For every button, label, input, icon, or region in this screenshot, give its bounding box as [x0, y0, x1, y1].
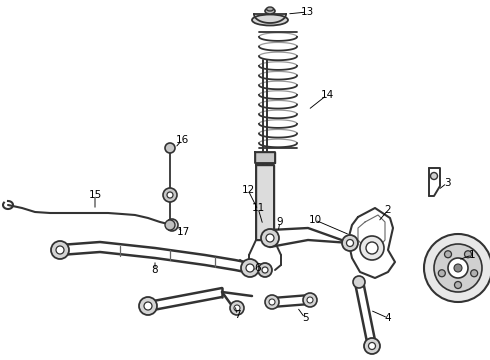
Circle shape: [342, 235, 358, 251]
Circle shape: [424, 234, 490, 302]
Text: 5: 5: [302, 313, 308, 323]
Text: 3: 3: [443, 178, 450, 188]
Text: 15: 15: [88, 190, 101, 200]
Circle shape: [241, 259, 259, 277]
Circle shape: [144, 302, 152, 310]
Circle shape: [261, 229, 279, 247]
Circle shape: [258, 263, 272, 277]
Circle shape: [454, 264, 462, 272]
Text: 9: 9: [277, 217, 283, 227]
Circle shape: [163, 188, 177, 202]
Circle shape: [139, 297, 157, 315]
Text: 17: 17: [176, 227, 190, 237]
Text: 13: 13: [300, 7, 314, 17]
Circle shape: [307, 297, 313, 303]
Circle shape: [165, 220, 175, 230]
Circle shape: [431, 172, 438, 180]
Circle shape: [166, 219, 178, 231]
Circle shape: [346, 239, 353, 247]
Text: 10: 10: [308, 215, 321, 225]
Circle shape: [56, 246, 64, 254]
Circle shape: [262, 267, 268, 273]
Text: 2: 2: [385, 205, 392, 215]
Text: 8: 8: [152, 265, 158, 275]
Circle shape: [266, 234, 274, 242]
Text: 12: 12: [242, 185, 255, 195]
Circle shape: [444, 251, 451, 258]
Ellipse shape: [267, 7, 273, 11]
Ellipse shape: [265, 8, 275, 14]
Circle shape: [439, 270, 445, 277]
Circle shape: [51, 241, 69, 259]
Circle shape: [364, 338, 380, 354]
Circle shape: [448, 258, 468, 278]
Text: 1: 1: [469, 250, 475, 260]
Circle shape: [434, 244, 482, 292]
Circle shape: [303, 293, 317, 307]
Circle shape: [455, 282, 462, 288]
Circle shape: [234, 305, 240, 311]
Text: 14: 14: [320, 90, 334, 100]
Text: 11: 11: [251, 203, 265, 213]
Ellipse shape: [252, 14, 288, 26]
Text: 16: 16: [175, 135, 189, 145]
Polygon shape: [255, 152, 275, 163]
Text: 6: 6: [255, 263, 261, 273]
Circle shape: [368, 342, 375, 350]
Text: 4: 4: [385, 313, 392, 323]
Circle shape: [353, 276, 365, 288]
Circle shape: [165, 143, 175, 153]
Text: 7: 7: [234, 310, 240, 320]
Circle shape: [366, 242, 378, 254]
Circle shape: [471, 270, 478, 277]
Circle shape: [265, 295, 279, 309]
Polygon shape: [256, 165, 274, 240]
Circle shape: [230, 301, 244, 315]
Circle shape: [167, 192, 173, 198]
Circle shape: [269, 299, 275, 305]
Circle shape: [360, 236, 384, 260]
Circle shape: [465, 251, 471, 258]
Circle shape: [246, 264, 254, 272]
